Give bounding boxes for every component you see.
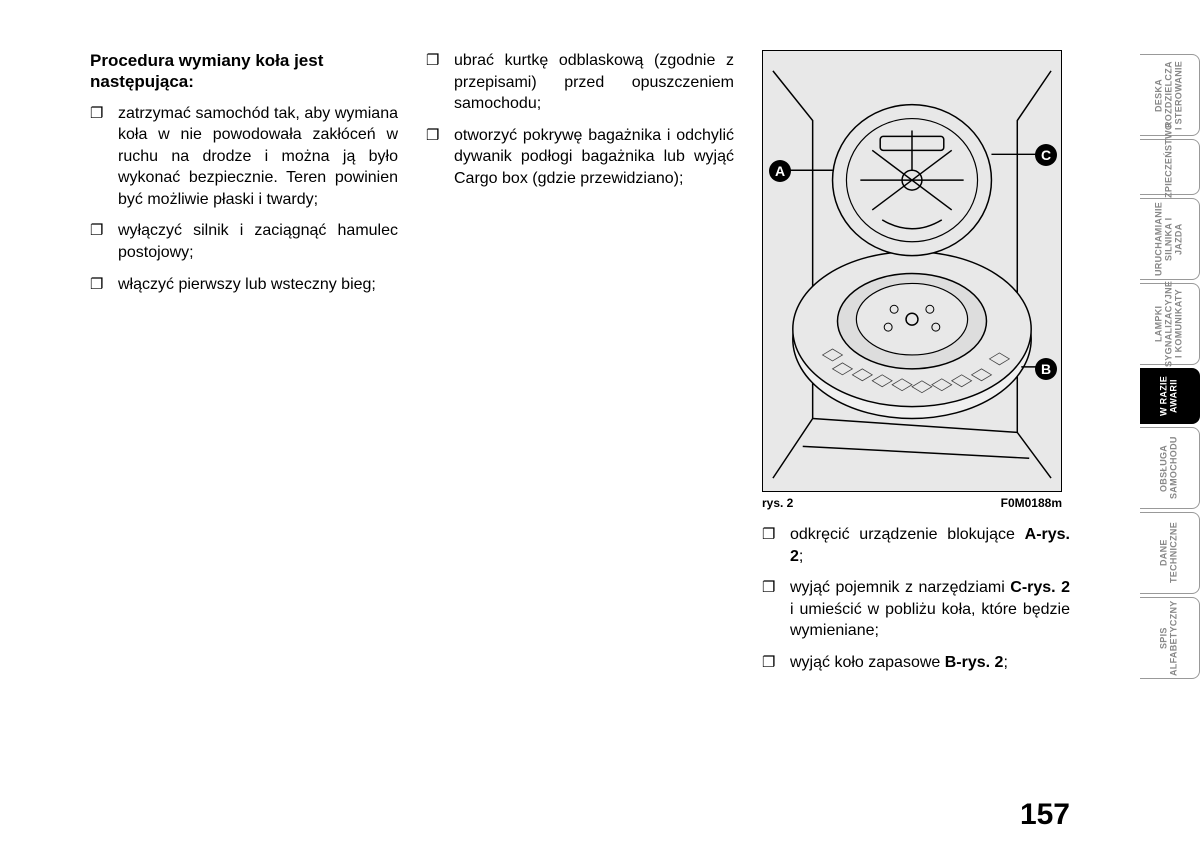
tab-warning-lights[interactable]: LAMPKI SYGNALIZACYJNE I KOMUNIKATY <box>1140 283 1200 365</box>
content-columns: Procedura wymiany koła jest następująca:… <box>90 50 1070 684</box>
callout-c: C <box>1035 144 1057 166</box>
text-run: i umieścić w pobliżu koła, które będzie … <box>790 601 1070 640</box>
callout-a: A <box>769 160 791 182</box>
section-tabs: DESKA ROZDZIELCZA I STEROWANIE BEZPIECZE… <box>1140 54 1200 679</box>
text-run: ; <box>799 548 803 565</box>
column-2: ubrać kurtkę odblaskową (zgodnie z przep… <box>426 50 734 684</box>
column-1: Procedura wymiany koła jest następująca:… <box>90 50 398 684</box>
list-item: wyjąć pojemnik z narzędziami C-rys. 2 i … <box>762 577 1070 642</box>
list-item: wyłączyć silnik i zaciągnąć hamulec post… <box>90 220 398 263</box>
figure-code: F0M0188m <box>1001 496 1062 510</box>
tab-technical[interactable]: DANE TECHNICZNE <box>1140 512 1200 594</box>
tab-safety[interactable]: BEZPIECZEŃSTWO <box>1140 139 1200 195</box>
bullet-list-3: odkręcić urządzenie blokujące A-rys. 2; … <box>762 524 1070 674</box>
figure-svg <box>763 51 1061 490</box>
bold-ref: C-rys. 2 <box>1010 579 1070 596</box>
bullet-list-1: zatrzymać samochód tak, aby wymiana koła… <box>90 103 398 296</box>
bullet-list-2: ubrać kurtkę odblaskową (zgodnie z przep… <box>426 50 734 190</box>
figure-caption-row: rys. 2 F0M0188m <box>762 496 1062 510</box>
list-item: ubrać kurtkę odblaskową (zgodnie z przep… <box>426 50 734 115</box>
tab-starting[interactable]: URUCHAMIANIE SILNIKA I JAZDA <box>1140 198 1200 280</box>
callout-b: B <box>1035 358 1057 380</box>
list-item: otworzyć pokrywę bagażnika i odchylić dy… <box>426 125 734 190</box>
figure-caption: rys. 2 <box>762 496 793 510</box>
list-item: odkręcić urządzenie blokujące A-rys. 2; <box>762 524 1070 567</box>
manual-page: Procedura wymiany koła jest następująca:… <box>90 50 1070 820</box>
page-number: 157 <box>1020 798 1070 832</box>
text-run: odkręcić urządzenie blokujące <box>790 526 1025 543</box>
tab-maintenance[interactable]: OBSŁUGA SAMOCHODU <box>1140 427 1200 509</box>
list-item: zatrzymać samochód tak, aby wymiana koła… <box>90 103 398 211</box>
text-run: wyjąć koło zapasowe <box>790 654 945 671</box>
bold-ref: B-rys. 2 <box>945 654 1004 671</box>
figure-spare-wheel: A C B <box>762 50 1062 492</box>
tab-index[interactable]: SPIS ALFABETYCZNY <box>1140 597 1200 679</box>
list-item: włączyć pierwszy lub wsteczny bieg; <box>90 274 398 296</box>
text-run: ; <box>1003 654 1007 671</box>
text-run: wyjąć pojemnik z narzędziami <box>790 579 1010 596</box>
column-3: A C B rys. 2 F0M0188m odkręcić urządzeni… <box>762 50 1070 684</box>
section-title: Procedura wymiany koła jest następująca: <box>90 50 398 93</box>
list-item: wyjąć koło zapasowe B-rys. 2; <box>762 652 1070 674</box>
tab-emergency[interactable]: W RAZIE AWARII <box>1140 368 1200 424</box>
